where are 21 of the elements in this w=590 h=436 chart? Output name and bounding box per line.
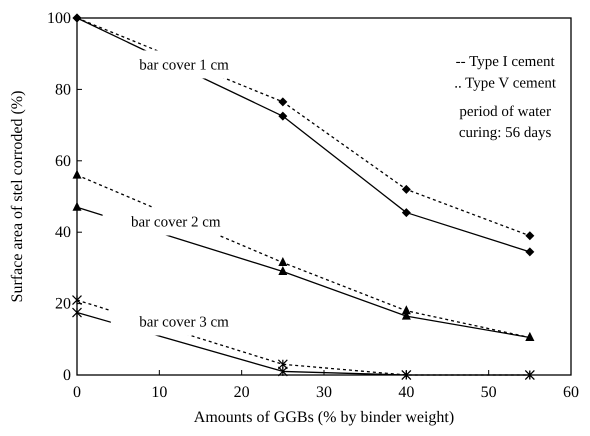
y-tick-label: 60 — [55, 152, 71, 170]
y-axis-title: Surface area of stel corroded (%) — [9, 90, 26, 302]
annotation: -- Type I cement — [456, 54, 556, 70]
y-tick-label: 0 — [63, 367, 71, 384]
annotation: period of water — [459, 104, 551, 120]
x-tick-label: 40 — [398, 384, 414, 401]
annotation: curing: 56 days — [458, 125, 552, 142]
x-tick-label: 50 — [480, 384, 497, 401]
y-tick-label: 20 — [55, 296, 71, 313]
y-tick-label: 80 — [55, 81, 71, 98]
x-tick-label: 30 — [316, 384, 332, 401]
x-tick-label: 60 — [563, 384, 579, 401]
annotation: bar cover 3 cm — [139, 314, 230, 330]
x-tick-label: 10 — [151, 384, 168, 401]
annotation: bar cover 2 cm — [131, 214, 221, 230]
annotation: .. Type V cement — [454, 75, 557, 92]
annotation: bar cover 1 cm — [139, 57, 230, 74]
y-tick-label: 40 — [55, 224, 71, 242]
x-axis-title: Amounts of GGBs (% by binder weight) — [194, 409, 454, 426]
x-tick-label: 20 — [234, 384, 250, 401]
y-tick-label: 100 — [47, 10, 71, 27]
